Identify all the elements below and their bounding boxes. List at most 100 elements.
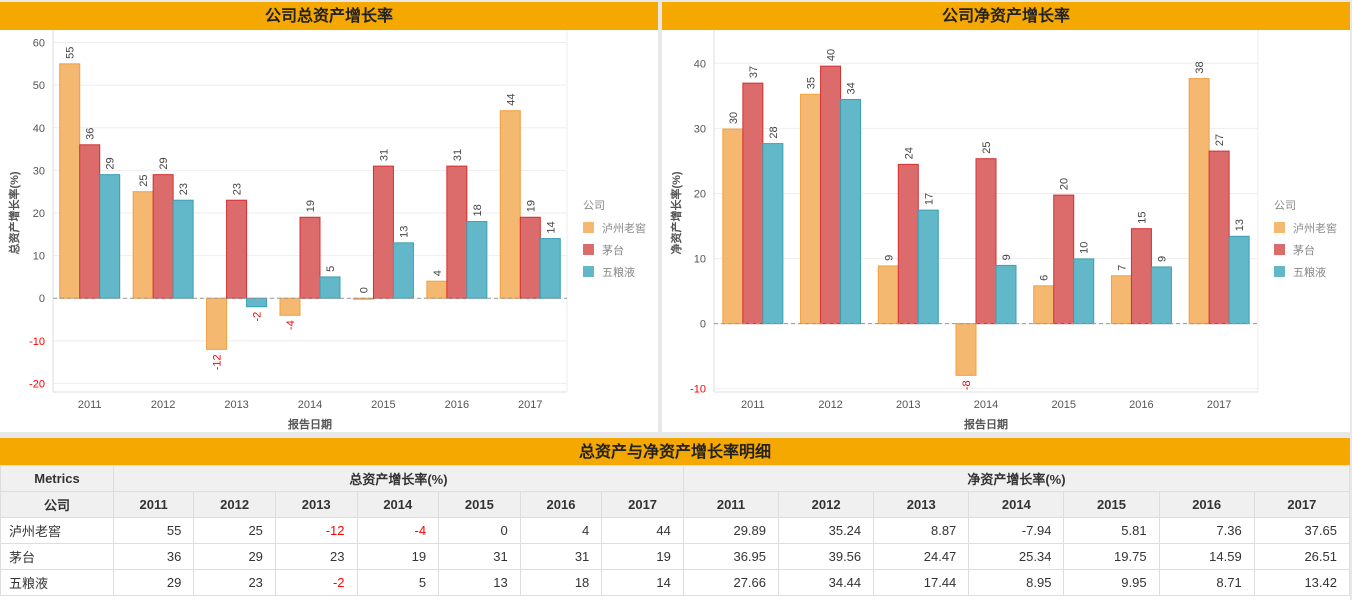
y-tick-label: -20 bbox=[29, 378, 45, 390]
bar-茅台 bbox=[226, 199, 248, 299]
x-tick-label: 2016 bbox=[1129, 399, 1153, 411]
net-value-cell: 9.95 bbox=[1063, 569, 1160, 596]
bar-泸州老窖 bbox=[1110, 275, 1132, 325]
y-tick-label: -10 bbox=[29, 336, 45, 348]
bar-五粮液 bbox=[466, 221, 488, 299]
data-label: 18 bbox=[472, 204, 484, 216]
net-value-cell: 8.95 bbox=[968, 569, 1065, 596]
data-label: -8 bbox=[961, 380, 973, 390]
table-title: 总资产与净资产增长率明细 bbox=[0, 438, 1350, 466]
data-label: 24 bbox=[903, 147, 915, 159]
net-value-cell: 7.36 bbox=[1158, 517, 1255, 544]
detail-table: Metrics 总资产增长率(%) 净资产增长率(%) 公司 2011 2012 20… bbox=[0, 465, 1351, 596]
data-label: 40 bbox=[826, 49, 838, 61]
bar-五粮液 bbox=[840, 98, 862, 325]
x-tick-label: 2013 bbox=[224, 399, 248, 411]
data-label: 19 bbox=[525, 200, 537, 212]
data-label: 19 bbox=[305, 200, 317, 212]
data-label: 4 bbox=[432, 270, 444, 276]
data-label: 9 bbox=[1001, 254, 1013, 260]
bar-五粮液 bbox=[392, 242, 414, 299]
bar-五粮液 bbox=[172, 199, 194, 299]
data-label: 23 bbox=[232, 183, 244, 195]
year-header: 2017 bbox=[601, 491, 684, 518]
y-tick-label: 20 bbox=[33, 208, 45, 220]
table-row: 泸州老窖 55 25 -12 -4 0 4 44 29.89 35.24 8.87 -7.94 5.81… bbox=[0, 517, 1351, 544]
x-tick-label: 2017 bbox=[518, 399, 542, 411]
bar-五粮液 bbox=[1228, 235, 1250, 325]
x-tick-label: 2014 bbox=[298, 399, 322, 411]
y-axis-title: 总资产增长率(%) bbox=[7, 171, 21, 254]
total-value-cell: 55 bbox=[112, 517, 195, 544]
total-value-cell: 31 bbox=[519, 543, 603, 570]
year-header: 2014 bbox=[356, 491, 440, 518]
net-value-cell: 8.71 bbox=[1158, 569, 1255, 596]
data-label: 13 bbox=[1234, 219, 1246, 231]
bar-泸州老窖 bbox=[279, 297, 301, 316]
y-tick-label: 50 bbox=[33, 80, 45, 92]
bar-泸州老窖 bbox=[426, 280, 448, 299]
year-header: 2011 bbox=[112, 491, 195, 518]
data-label: 9 bbox=[883, 255, 895, 261]
x-tick-label: 2014 bbox=[974, 399, 998, 411]
legend-swatch bbox=[583, 222, 594, 233]
table-row: 五粮液 29 23 -2 5 13 18 14 27.66 34.44 17.44 8.95 9.95 8… bbox=[0, 569, 1351, 596]
net-value-cell: 19.75 bbox=[1063, 543, 1160, 570]
bar-五粮液 bbox=[319, 276, 341, 299]
bar-茅台 bbox=[79, 144, 101, 299]
data-label: 13 bbox=[398, 226, 410, 238]
x-tick-label: 2015 bbox=[1051, 399, 1075, 411]
bar-茅台 bbox=[1130, 228, 1152, 325]
detail-panel: 总资产与净资产增长率明细 Metrics 总资产增长率(%) 净资产增长率(%)… bbox=[0, 438, 1351, 600]
legend-item: 五粮液 bbox=[1293, 265, 1326, 279]
net-value-cell: 29.89 bbox=[682, 517, 780, 544]
bar-泸州老窖 bbox=[206, 297, 228, 350]
year-header: 2014 bbox=[968, 491, 1065, 518]
bar-茅台 bbox=[519, 216, 541, 299]
legend-title: 公司 bbox=[583, 200, 605, 212]
data-label: 31 bbox=[452, 149, 464, 161]
total-value-cell: 4 bbox=[519, 517, 603, 544]
bar-泸州老窖 bbox=[955, 323, 977, 376]
legend-swatch bbox=[583, 244, 594, 255]
total-value-cell: 18 bbox=[519, 569, 603, 596]
data-label: -4 bbox=[285, 320, 297, 330]
y-tick-label: 30 bbox=[694, 123, 706, 135]
net-value-cell: 39.56 bbox=[778, 543, 875, 570]
net-value-cell: -7.94 bbox=[968, 517, 1065, 544]
company-cell: 茅台 bbox=[0, 543, 114, 570]
net-value-cell: 8.87 bbox=[873, 517, 970, 544]
total-value-cell: 23 bbox=[274, 543, 358, 570]
net-value-cell: 5.81 bbox=[1063, 517, 1160, 544]
total-value-cell: 14 bbox=[601, 569, 684, 596]
year-header: 2013 bbox=[873, 491, 970, 518]
data-label: 44 bbox=[505, 93, 517, 105]
y-tick-label: 10 bbox=[694, 254, 706, 266]
bar-泸州老窖 bbox=[1033, 285, 1055, 325]
bar-五粮液 bbox=[539, 238, 561, 299]
data-label: 37 bbox=[748, 66, 760, 78]
bar-茅台 bbox=[820, 65, 842, 325]
year-header: 2013 bbox=[274, 491, 358, 518]
y-tick-label: 0 bbox=[39, 293, 45, 305]
year-header: 2016 bbox=[519, 491, 603, 518]
data-label: -2 bbox=[252, 312, 264, 322]
data-label: 5 bbox=[325, 266, 337, 272]
bar-泸州老窖 bbox=[722, 128, 744, 325]
bar-茅台 bbox=[897, 163, 919, 325]
data-label: 15 bbox=[1136, 211, 1148, 223]
bar-五粮液 bbox=[99, 174, 121, 299]
data-label: 27 bbox=[1214, 134, 1226, 146]
chart-title: 公司总资产增长率 bbox=[0, 2, 658, 30]
net-value-cell: 17.44 bbox=[873, 569, 970, 596]
total-asset-chart: -20-100102030405060201155362920122529232… bbox=[7, 30, 646, 431]
bar-茅台 bbox=[446, 165, 468, 299]
total-value-cell: -4 bbox=[356, 517, 440, 544]
bar-泸州老窖 bbox=[132, 191, 154, 299]
data-label: 29 bbox=[158, 157, 170, 169]
y-tick-label: 0 bbox=[700, 319, 706, 331]
data-label: 7 bbox=[1116, 265, 1128, 271]
total-value-cell: 25 bbox=[193, 517, 276, 544]
net-value-cell: 27.66 bbox=[682, 569, 780, 596]
total-value-cell: 13 bbox=[438, 569, 521, 596]
